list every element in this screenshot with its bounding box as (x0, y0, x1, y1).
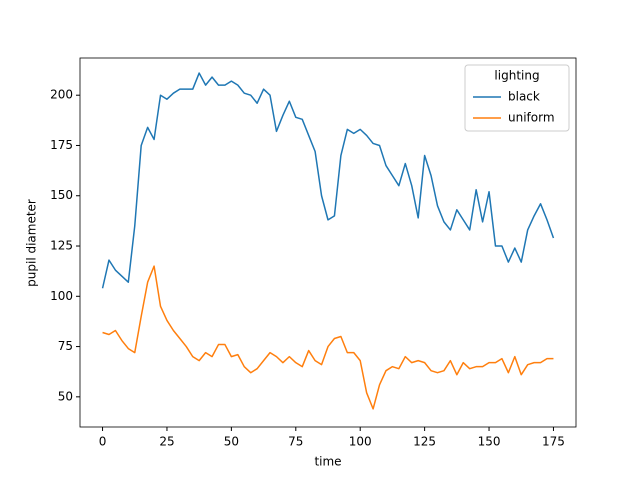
legend-label: black (508, 90, 540, 104)
y-tick-label: 200 (50, 88, 73, 102)
y-tick-label: 100 (50, 289, 73, 303)
line-series (102, 265, 554, 410)
x-tick-label: 75 (288, 435, 303, 449)
x-tick-label: 175 (542, 435, 565, 449)
legend-title: lighting (494, 69, 539, 83)
y-tick-label: 175 (50, 138, 73, 152)
legend-label: uniform (508, 111, 555, 125)
y-tick-label: 150 (50, 188, 73, 202)
legend-box (464, 64, 570, 132)
plot-frame (79, 57, 577, 428)
x-tick-label: 125 (413, 435, 436, 449)
x-tick-label: 50 (224, 435, 239, 449)
line-series (101, 72, 555, 289)
x-tick-label: 100 (349, 435, 372, 449)
y-tick-label: 125 (50, 239, 73, 253)
y-tick-label: 50 (58, 389, 73, 403)
x-axis-label: time (314, 455, 341, 469)
x-tick-label: 150 (478, 435, 501, 449)
x-tick-label: 25 (159, 435, 174, 449)
y-tick-label: 75 (58, 339, 73, 353)
y-axis-label: pupil diameter (25, 199, 39, 287)
x-tick-label: 0 (99, 435, 107, 449)
